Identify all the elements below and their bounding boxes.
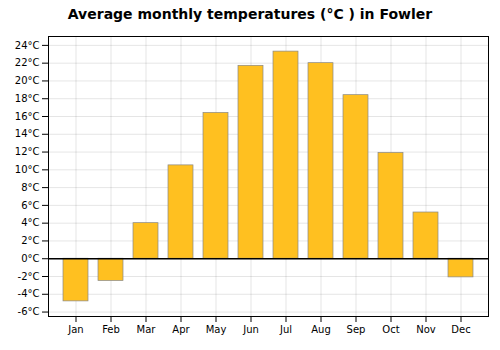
svg-text:Nov: Nov bbox=[416, 324, 436, 335]
svg-text:18°C: 18°C bbox=[15, 93, 40, 104]
svg-text:14°C: 14°C bbox=[15, 128, 40, 139]
svg-text:12°C: 12°C bbox=[15, 146, 40, 157]
svg-text:6°C: 6°C bbox=[21, 200, 39, 211]
svg-text:22°C: 22°C bbox=[15, 57, 40, 68]
html-text:Average monthly temperatures (: Average monthly temperatures (°C ) in Fo… bbox=[67, 6, 433, 22]
svg-text:-2°C: -2°C bbox=[18, 271, 40, 282]
svg-text:Aug: Aug bbox=[311, 324, 331, 335]
svg-text:-4°C: -4°C bbox=[18, 288, 40, 299]
svg-text:Oct: Oct bbox=[382, 324, 399, 335]
svg-text:May: May bbox=[206, 324, 227, 335]
svg-text:0°C: 0°C bbox=[21, 253, 39, 264]
svg-text:8°C: 8°C bbox=[21, 182, 39, 193]
svg-text:-6°C: -6°C bbox=[18, 306, 40, 317]
svg-text:16°C: 16°C bbox=[15, 111, 40, 122]
svg-text:4°C: 4°C bbox=[21, 217, 39, 228]
svg-text:Mar: Mar bbox=[137, 324, 157, 335]
svg-text:Apr: Apr bbox=[172, 324, 190, 335]
svg-text:Dec: Dec bbox=[451, 324, 470, 335]
svg-text:10°C: 10°C bbox=[15, 164, 40, 175]
svg-text:Sep: Sep bbox=[347, 324, 366, 335]
svg-text:2°C: 2°C bbox=[21, 235, 39, 246]
svg-text:24°C: 24°C bbox=[15, 40, 40, 51]
svg-text:Jan: Jan bbox=[67, 324, 83, 335]
svg-text:Feb: Feb bbox=[102, 324, 120, 335]
svg-text:Jul: Jul bbox=[279, 324, 292, 335]
svg-text:20°C: 20°C bbox=[15, 75, 40, 86]
svg-text:Jun: Jun bbox=[242, 324, 259, 335]
